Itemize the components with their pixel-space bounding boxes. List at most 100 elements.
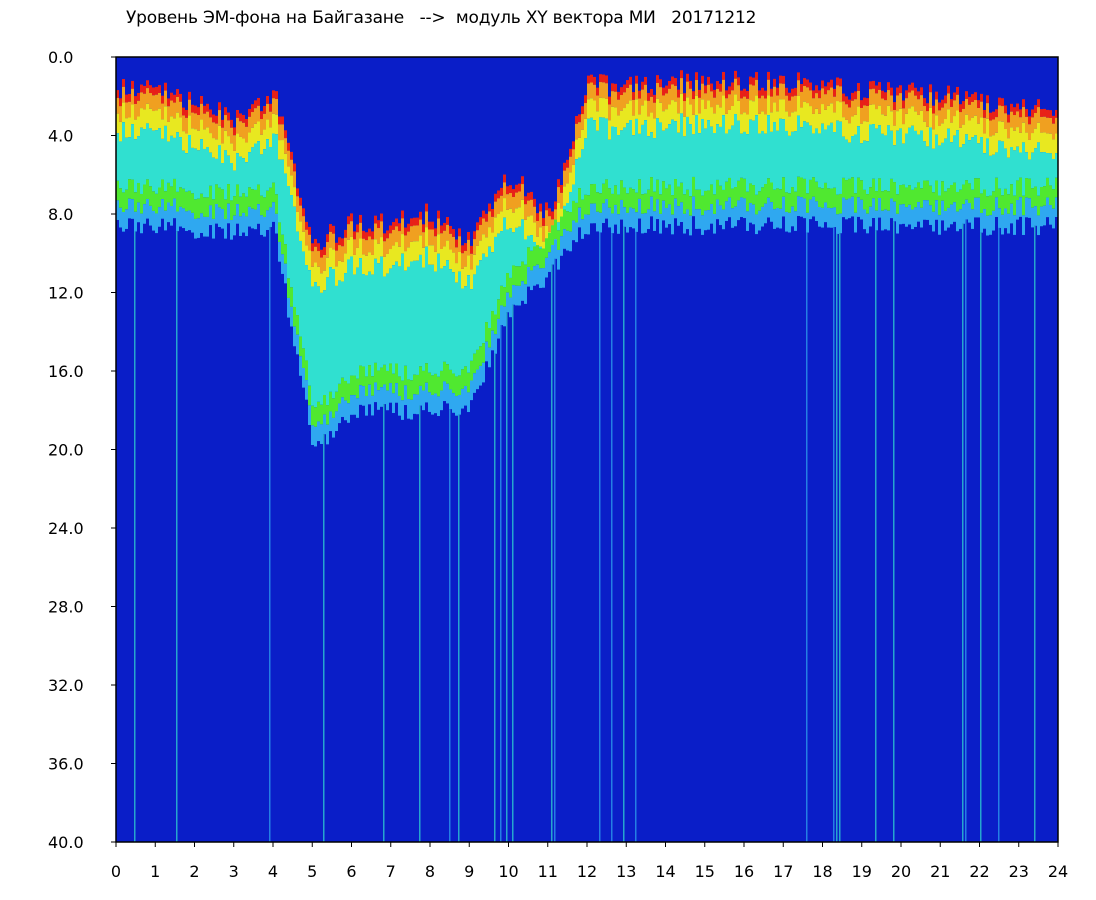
heatmap-cell: [371, 395, 374, 416]
heatmap-cell: [878, 125, 881, 179]
heatmap-cell: [881, 191, 884, 211]
heatmap-cell: [515, 285, 518, 306]
heatmap-cell: [623, 127, 626, 188]
heatmap-cell: [782, 119, 785, 178]
heatmap-cell: [731, 90, 734, 106]
heatmap-cell: [437, 210, 440, 219]
heatmap-cell: [656, 179, 659, 200]
heatmap-cell: [602, 98, 605, 118]
heatmap-cell: [455, 282, 458, 377]
heatmap-cell: [242, 114, 245, 123]
heatmap-cell: [299, 197, 302, 206]
heatmap-cell: [323, 247, 326, 255]
heatmap-cell: [482, 218, 485, 235]
heatmap-cell: [674, 101, 677, 122]
heatmap-cell: [545, 202, 548, 211]
heatmap-cell: [422, 224, 425, 233]
heatmap-cell: [425, 203, 428, 212]
heatmap-cell: [827, 90, 830, 106]
heatmap-cell: [557, 179, 560, 188]
heatmap-cell: [860, 107, 863, 124]
heatmap-cell: [1019, 132, 1022, 153]
heatmap-cell: [269, 127, 272, 148]
heatmap-cell: [587, 75, 590, 84]
heatmap-cell: [995, 197, 998, 218]
heatmap-cell: [593, 76, 596, 85]
heatmap-cell: [140, 213, 143, 234]
heatmap-cell: [938, 145, 941, 196]
heatmap-cell: [125, 118, 128, 138]
heatmap-cell: [224, 130, 227, 151]
heatmap-cell: [194, 113, 197, 130]
heatmap-cell: [143, 129, 146, 185]
heatmap-cell: [383, 276, 386, 365]
heatmap-cell: [290, 306, 293, 327]
heatmap-cell: [149, 205, 152, 226]
heatmap-cell: [995, 117, 998, 133]
heatmap-cell: [869, 206, 872, 227]
heatmap-cell: [116, 133, 119, 181]
heatmap-cell: [632, 208, 635, 229]
heatmap-cell: [359, 365, 362, 386]
heatmap-cell: [239, 136, 242, 157]
heatmap-cell: [329, 267, 332, 392]
heatmap-cell: [194, 199, 197, 219]
heatmap-cell: [638, 198, 641, 219]
heatmap-cell: [188, 190, 191, 211]
heatmap-cell: [185, 191, 188, 212]
heatmap-cell: [257, 141, 260, 185]
heatmap-cell: [269, 207, 272, 228]
heatmap-cell: [437, 234, 440, 254]
heatmap-cell: [548, 216, 551, 232]
heatmap-cell: [818, 113, 821, 134]
heatmap-cell: [962, 124, 965, 145]
heatmap-cell: [164, 106, 167, 126]
heatmap-cell: [161, 138, 164, 180]
heatmap-streak: [839, 233, 841, 843]
heatmap-cell: [884, 209, 887, 230]
heatmap-cell: [953, 135, 956, 183]
heatmap-cell: [191, 128, 194, 148]
heatmap-cell: [1010, 111, 1013, 128]
heatmap-cell: [674, 78, 677, 86]
heatmap-cell: [275, 213, 278, 234]
heatmap-cell: [767, 178, 770, 198]
heatmap-cell: [380, 221, 383, 238]
heatmap-cell: [782, 75, 785, 84]
heatmap-cell: [935, 134, 938, 181]
heatmap-cell: [329, 391, 332, 412]
heatmap-cell: [476, 349, 479, 370]
heatmap-cell: [602, 203, 605, 224]
heatmap-cell: [572, 164, 575, 185]
heatmap-cell: [743, 178, 746, 199]
heatmap-cell: [842, 197, 845, 218]
heatmap-streak: [269, 227, 271, 843]
heatmap-cell: [560, 192, 563, 209]
heatmap-cell: [770, 131, 773, 183]
heatmap-cell: [443, 361, 446, 382]
heatmap-cell: [647, 189, 650, 210]
heatmap-cell: [1010, 184, 1013, 204]
heatmap-cell: [542, 218, 545, 226]
heatmap-cell: [512, 265, 515, 286]
heatmap-cell: [656, 75, 659, 83]
heatmap-cell: [347, 216, 350, 225]
heatmap-cell: [599, 193, 602, 213]
heatmap-cell: [242, 122, 245, 139]
heatmap-cell: [263, 197, 266, 217]
heatmap-cell: [419, 385, 422, 406]
heatmap-cell: [131, 88, 134, 105]
heatmap-cell: [143, 184, 146, 205]
heatmap-cell: [854, 212, 857, 233]
heatmap-cell: [1037, 142, 1040, 196]
heatmap-cell: [992, 154, 995, 192]
heatmap-cell: [767, 95, 770, 116]
heatmap-cell: [824, 182, 827, 203]
heatmap-cell: [695, 95, 698, 116]
heatmap-cell: [926, 103, 929, 112]
heatmap-cell: [653, 94, 656, 103]
heatmap-cell: [245, 126, 248, 143]
heatmap-cell: [467, 231, 470, 240]
heatmap-cell: [473, 373, 476, 393]
heatmap-cell: [971, 137, 974, 190]
